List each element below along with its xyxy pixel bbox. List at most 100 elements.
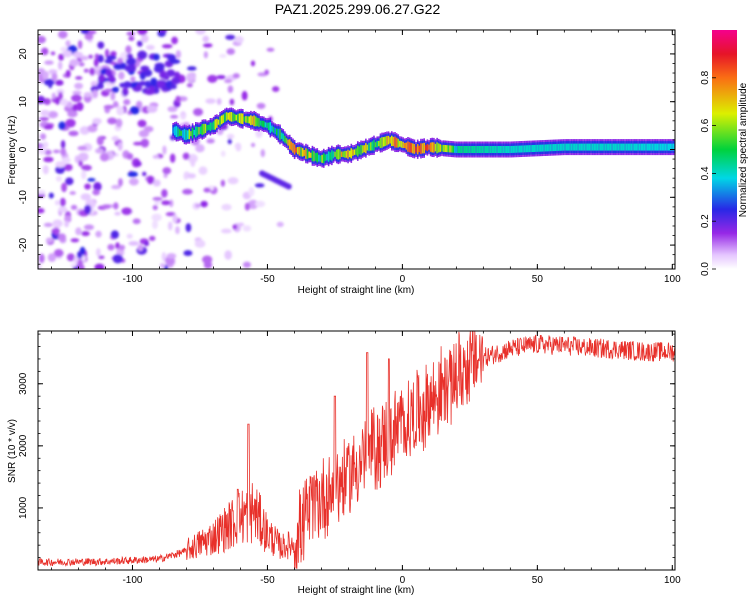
spectrogram-speckle xyxy=(44,60,54,65)
ridge-core xyxy=(439,144,442,152)
ridge-core xyxy=(397,138,400,148)
spectrogram-speckle xyxy=(57,61,63,70)
ridge-core xyxy=(269,122,272,133)
spectrogram-speckle xyxy=(235,142,242,152)
spectrogram-speckle xyxy=(88,30,97,35)
spectrogram-speckle xyxy=(115,118,123,128)
spectrogram-speckle xyxy=(83,91,92,98)
spectrogram-speckle xyxy=(55,97,61,105)
ridge-core xyxy=(279,129,281,140)
ridge-core xyxy=(671,143,673,151)
ridge-core xyxy=(284,135,286,143)
spectrogram-y-tick-label: -20 xyxy=(18,237,29,252)
ridge-core xyxy=(214,119,217,130)
spectrogram-cluster xyxy=(142,69,153,77)
spectrogram-speckle xyxy=(78,62,85,67)
snr-y-tick-label: 1000 xyxy=(18,496,29,519)
spectrogram-speckle xyxy=(55,165,65,175)
ridge-core xyxy=(191,127,194,139)
spectrogram-speckle xyxy=(152,179,161,187)
ridge-core xyxy=(559,143,562,151)
ridge-core xyxy=(342,151,345,158)
ridge-core xyxy=(552,144,555,152)
snr-x-tick-label: 0 xyxy=(400,575,406,586)
ridge-core xyxy=(619,143,621,151)
spectrogram-speckle xyxy=(107,243,115,251)
spectrogram-speckle xyxy=(38,262,42,269)
ridge-core xyxy=(263,121,265,128)
ridge-core xyxy=(219,116,221,126)
ridge-core xyxy=(538,144,540,152)
ridge-core xyxy=(369,142,372,151)
spectrogram-speckle xyxy=(77,145,88,151)
ridge-core xyxy=(565,143,568,151)
spectrogram-speckle xyxy=(162,167,172,175)
spectrogram-speckle xyxy=(53,149,60,154)
spectrogram-speckle xyxy=(126,31,136,36)
spectrogram-speckle xyxy=(147,175,154,185)
snr-y-tick-label: 3000 xyxy=(18,372,29,395)
ridge-core xyxy=(640,143,642,151)
ridge-core xyxy=(672,143,675,151)
spectrogram-speckle xyxy=(113,202,119,210)
ridge-core xyxy=(374,142,377,148)
ridge-core xyxy=(625,143,628,151)
ridge-core xyxy=(501,146,503,153)
snr-series-line xyxy=(38,331,675,569)
spectrogram-speckle xyxy=(42,141,49,149)
ridge-core xyxy=(426,143,429,152)
spectrogram-cluster xyxy=(166,69,176,77)
spectrogram-cluster xyxy=(124,64,136,73)
spectrogram-cluster xyxy=(106,55,117,61)
spectrogram-cluster xyxy=(156,79,164,89)
spectrogram-speckle xyxy=(171,36,178,45)
ridge-core xyxy=(356,145,359,157)
ridge-core xyxy=(645,143,647,151)
ridge-core xyxy=(204,123,207,134)
colorbar-tick-label: 0.8 xyxy=(700,70,711,84)
spectrogram-speckle xyxy=(93,182,102,192)
ridge-core xyxy=(643,143,646,151)
ridge-core xyxy=(272,126,275,133)
ridge-core xyxy=(475,146,477,153)
spectrogram-speckle xyxy=(43,156,54,163)
spectrogram-y-tick-label: 0 xyxy=(18,146,29,152)
ridge-core xyxy=(423,142,425,154)
ridge-core xyxy=(353,149,356,155)
ridge-core xyxy=(488,146,490,153)
spectrogram-speckle xyxy=(61,182,67,193)
ridge-core xyxy=(240,113,242,124)
spectrogram-speckle xyxy=(229,98,235,106)
ridge-core xyxy=(561,143,563,151)
snr-x-tick-label: -50 xyxy=(260,575,275,586)
ridge-core xyxy=(303,149,306,156)
spectrogram-ridge xyxy=(172,107,675,168)
ridge-core xyxy=(173,126,176,136)
ridge-core xyxy=(253,115,255,127)
spectrogram-speckle xyxy=(216,98,222,105)
spectrogram-speckle xyxy=(88,54,93,59)
ridge-core xyxy=(172,127,174,134)
ridge-core xyxy=(441,145,443,152)
ridge-core xyxy=(259,120,262,126)
spectrogram-speckle xyxy=(38,35,47,44)
spectrogram-speckle xyxy=(79,264,85,269)
spectrogram-speckle xyxy=(43,222,53,228)
ridge-core xyxy=(285,138,288,144)
spectrogram-speckle xyxy=(83,68,89,73)
ridge-core xyxy=(536,144,539,152)
spectrogram-speckle xyxy=(203,187,211,193)
spectrogram-speckle xyxy=(116,106,125,116)
ridge-core xyxy=(527,145,529,153)
spectrogram-speckle xyxy=(89,67,96,76)
ridge-core xyxy=(564,143,566,151)
ridge-core xyxy=(313,151,315,162)
spectrogram-cluster xyxy=(111,86,120,93)
spectrogram-speckle xyxy=(87,124,98,133)
ridge-core xyxy=(340,151,343,157)
spectrogram-speckle xyxy=(254,200,266,208)
ridge-core xyxy=(582,143,584,151)
spectrogram-speckle xyxy=(99,152,110,162)
